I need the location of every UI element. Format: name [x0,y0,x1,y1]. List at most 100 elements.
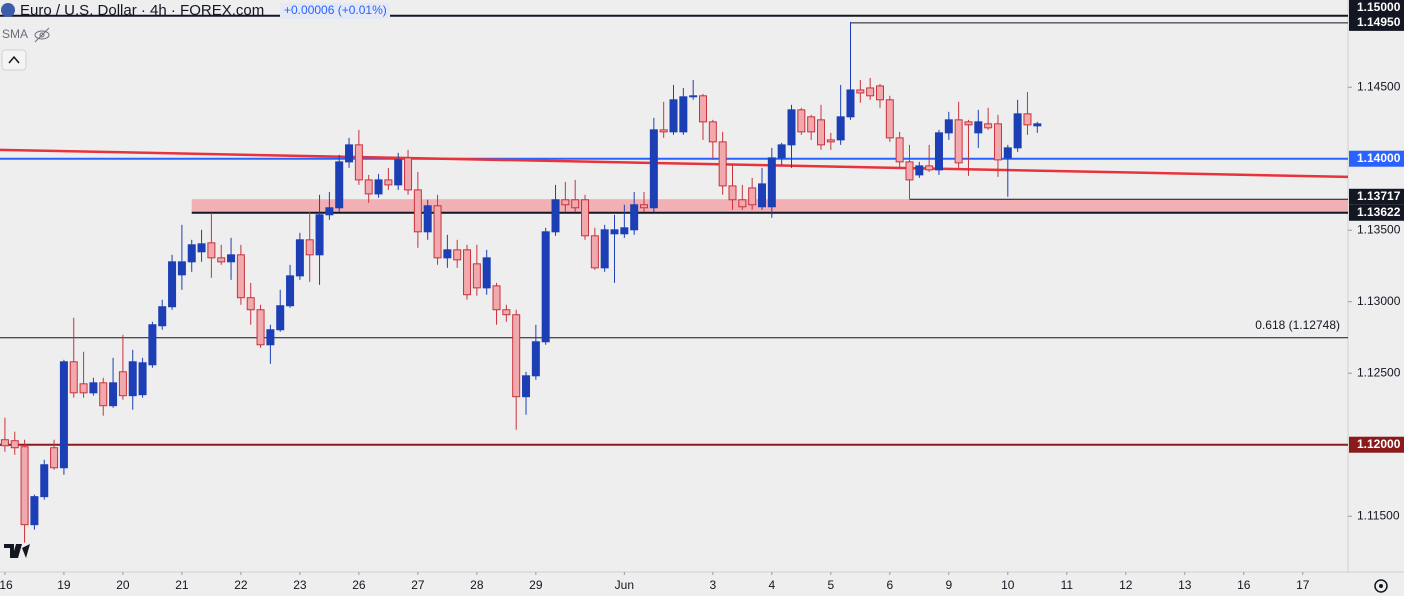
candle-body [964,121,973,126]
x-tick-label: 22 [234,578,248,592]
fib-label: 0.618 (1.12748) [1255,318,1340,332]
chart-title: Euro / U.S. Dollar · 4h · FOREX.com [20,2,264,19]
x-tick-label: 9 [945,578,952,592]
level-label-box [1349,188,1404,205]
candle-body [767,157,776,208]
x-tick-label: 17 [1296,578,1310,592]
logo [4,544,30,558]
symbol-icon [1,3,15,17]
candle-body [934,132,943,171]
candle-body [1023,113,1032,126]
level-label-box [1349,436,1404,453]
x-tick-label: 6 [886,578,893,592]
candle-body [79,383,88,394]
candle-body [472,263,481,289]
candle-body [266,329,275,346]
candle-body [413,189,422,233]
candle-body [345,144,354,163]
candle-body [69,361,78,394]
candle-body [109,382,118,407]
candle-body [885,99,894,139]
candle-body [40,464,49,498]
candle-body [227,254,236,263]
trendline [0,148,1349,179]
x-tick-label: 29 [529,578,543,592]
candle-body [236,254,245,299]
level-label: 1.12000 [1357,437,1401,451]
change-text: +0.00006 (+0.01%) [284,3,387,17]
x-tick-label: 11 [1061,578,1074,592]
candle-body [482,257,491,289]
change-badge [280,3,390,19]
candle-body [974,121,983,134]
candle-body [295,239,304,277]
candle-body [600,229,609,269]
candle-body [679,96,688,133]
level-label-box [1349,204,1404,221]
candle-body [541,231,550,343]
candle-body [590,235,599,269]
x-tick-label: 26 [352,578,366,592]
candle-body [630,204,639,231]
candle-body [571,199,580,209]
y-tick-label: 1.13500 [1357,222,1401,236]
candle-body [463,249,472,296]
candle-body [138,362,147,396]
candle-body [866,87,875,97]
candle-body [20,446,29,526]
candle-body [895,137,904,163]
collapse-button[interactable] [1,49,27,71]
settings-icon-center [1379,584,1383,588]
candle-body [699,95,708,123]
level-label: 1.13717 [1357,189,1401,203]
x-tick-label: 3 [709,578,716,592]
candle-body [286,275,295,307]
candle-body [738,199,747,208]
candle-body [384,179,393,186]
level-label-box [1349,0,1404,16]
x-tick-label: 20 [116,578,130,592]
candle-body [433,205,442,259]
candle-body [797,109,806,133]
candle-body [551,199,560,233]
x-tick-label: 13 [1178,578,1192,592]
indicator-label[interactable]: SMA [2,27,28,41]
candle-body [757,183,766,208]
settings-icon[interactable] [1374,579,1388,593]
candle-body [423,205,432,233]
visibility-icon[interactable] [34,27,50,43]
candle-body [777,144,786,159]
level-label: 1.15000 [1357,0,1401,14]
candle-body [177,261,186,276]
candle-body [305,239,314,256]
candle-body [354,144,363,181]
candle-body [718,141,727,187]
candle-body [905,161,914,181]
candle-body [394,159,403,186]
candle-body [954,119,963,164]
candle-body [246,297,255,311]
candle-body [826,139,835,143]
level-label: 1.13622 [1357,205,1401,219]
x-tick-label: 27 [411,578,425,592]
candle-body [984,123,993,129]
candle-body [492,285,501,311]
candle-body [30,496,39,526]
candle-body [561,199,570,206]
candle-body [315,214,324,256]
candle-body [0,439,9,447]
y-tick-label: 1.13000 [1357,294,1401,308]
candle-body [1013,113,1022,149]
candle-body [197,243,206,253]
candle-body [128,361,137,397]
candle-body [118,371,127,397]
candle-body [1033,123,1042,127]
candle-body [99,382,108,407]
candle-body [374,179,383,195]
y-tick-label: 1.14500 [1357,79,1401,93]
x-tick-label: 16 [1237,578,1251,592]
x-tick-label: 10 [1001,578,1015,592]
